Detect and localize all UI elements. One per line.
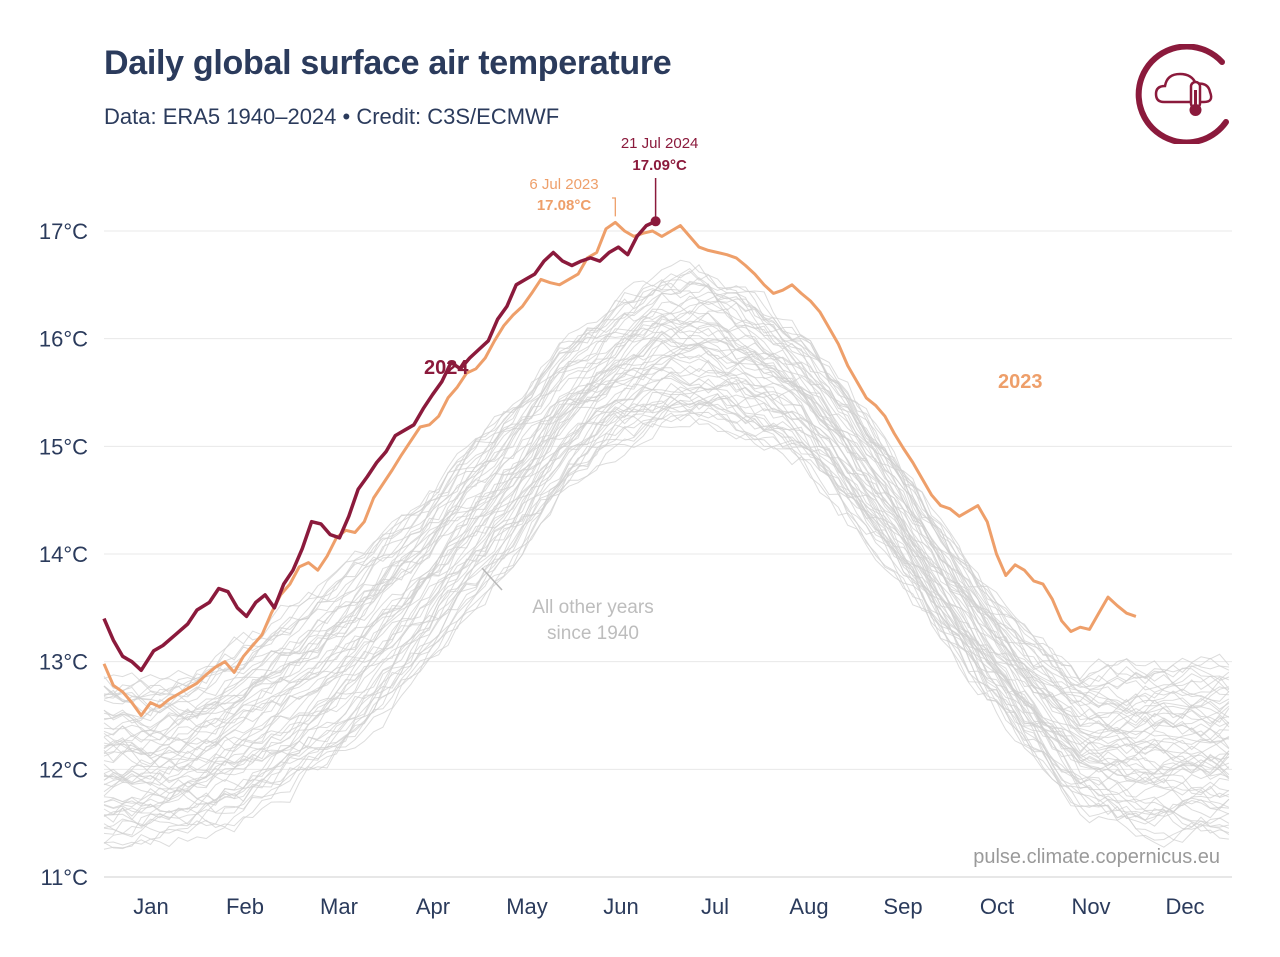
other-year-line bbox=[103, 352, 1230, 776]
series-2023-label: 2023 bbox=[998, 371, 1043, 393]
other-year-line bbox=[103, 341, 1229, 768]
chart-title: Daily global surface air temperature bbox=[104, 44, 672, 82]
x-tick-label: Aug bbox=[789, 894, 828, 919]
x-tick-label: Apr bbox=[416, 894, 450, 919]
annotation-2024-date: 21 Jul 2024 bbox=[621, 135, 699, 152]
chart-subtitle: Data: ERA5 1940–2024 • Credit: C3S/ECMWF bbox=[104, 104, 560, 129]
x-tick-label: Oct bbox=[980, 894, 1014, 919]
axis-ticks: 11°C 12°C 13°C 14°C 15°C 16°C 17°C Jan Feb Mar Apr… bbox=[39, 219, 1205, 919]
other-year-line bbox=[103, 344, 1230, 783]
other-year-line bbox=[103, 393, 1229, 821]
other-year-line bbox=[103, 359, 1230, 780]
y-tick-label: 16°C bbox=[39, 327, 88, 352]
annotation-2023-value: 17.08°C bbox=[537, 197, 592, 214]
other-year-line bbox=[103, 321, 1229, 757]
x-tick-label: Sep bbox=[883, 894, 922, 919]
x-tick-label: May bbox=[506, 894, 548, 919]
series-2024-line bbox=[102, 219, 657, 673]
y-tick-label: 13°C bbox=[39, 650, 88, 675]
x-tick-label: Dec bbox=[1165, 894, 1204, 919]
annotations: 2024 2023 21 Jul 2024 17.09°C 6 Jul 2023 17.0… bbox=[424, 135, 1043, 644]
other-year-line bbox=[103, 279, 1230, 705]
other-year-line bbox=[103, 371, 1230, 793]
x-tick-label: Nov bbox=[1071, 894, 1110, 919]
annotation-2023-date: 6 Jul 2023 bbox=[529, 176, 598, 193]
x-tick-label: Jan bbox=[133, 894, 168, 919]
other-years-band bbox=[103, 259, 1230, 850]
other-year-line bbox=[103, 270, 1230, 695]
annotation-2023-leader bbox=[612, 197, 616, 217]
gridlines bbox=[104, 230, 1232, 878]
annotation-2024-point bbox=[650, 216, 661, 227]
y-tick-label: 17°C bbox=[39, 219, 88, 244]
other-year-line bbox=[103, 292, 1230, 713]
other-year-line bbox=[103, 334, 1230, 743]
other-year-line bbox=[103, 333, 1229, 760]
other-year-line bbox=[103, 329, 1230, 761]
y-tick-label: 14°C bbox=[39, 542, 88, 567]
other-year-line bbox=[103, 337, 1230, 769]
other-year-line bbox=[103, 310, 1230, 731]
other-year-line bbox=[103, 308, 1230, 738]
other-year-line bbox=[103, 283, 1230, 707]
x-tick-label: Jul bbox=[701, 894, 729, 919]
other-year-line bbox=[103, 264, 1229, 701]
other-year-line bbox=[103, 292, 1230, 713]
y-tick-label: 11°C bbox=[40, 865, 88, 890]
cloud-thermometer-icon bbox=[1135, 44, 1229, 144]
other-years-label-line2: since 1940 bbox=[547, 623, 639, 644]
y-tick-label: 15°C bbox=[39, 434, 88, 459]
other-year-line bbox=[103, 411, 1230, 846]
x-tick-label: Feb bbox=[226, 894, 264, 919]
other-year-line bbox=[103, 301, 1230, 733]
credit-url: pulse.climate.copernicus.eu bbox=[973, 846, 1220, 868]
annotation-2024-value: 17.09°C bbox=[632, 157, 687, 174]
other-year-line bbox=[103, 323, 1230, 755]
other-year-line bbox=[103, 375, 1230, 816]
other-years-pointer bbox=[481, 567, 503, 591]
series-lines bbox=[102, 219, 1137, 717]
other-year-line bbox=[103, 311, 1230, 738]
other-year-line bbox=[103, 267, 1230, 699]
other-year-line bbox=[103, 386, 1230, 814]
other-year-line bbox=[103, 325, 1230, 747]
other-years-label-line1: All other years bbox=[532, 597, 653, 618]
other-year-line bbox=[103, 378, 1230, 797]
other-year-line bbox=[103, 414, 1230, 844]
x-tick-label: Jun bbox=[603, 894, 638, 919]
other-year-line bbox=[103, 280, 1230, 695]
series-2024-label: 2024 bbox=[424, 357, 469, 379]
other-year-line bbox=[103, 400, 1230, 818]
other-year-line bbox=[103, 399, 1230, 835]
x-tick-label: Mar bbox=[320, 894, 358, 919]
other-year-line bbox=[103, 393, 1230, 810]
other-year-line bbox=[103, 323, 1230, 752]
other-year-line bbox=[103, 342, 1230, 786]
other-year-line bbox=[103, 376, 1230, 805]
other-year-line bbox=[103, 367, 1230, 802]
other-year-line bbox=[103, 281, 1230, 698]
y-tick-label: 12°C bbox=[39, 757, 88, 782]
